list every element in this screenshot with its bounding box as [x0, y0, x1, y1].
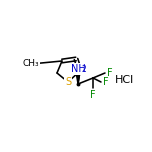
Text: 2: 2	[82, 66, 86, 74]
Text: NH: NH	[71, 64, 85, 74]
Text: CH₃: CH₃	[23, 59, 39, 69]
Text: F: F	[107, 68, 113, 78]
Text: HCl: HCl	[114, 75, 134, 85]
Text: S: S	[65, 77, 71, 87]
Text: F: F	[103, 77, 109, 87]
Text: F: F	[90, 90, 96, 100]
Polygon shape	[76, 69, 81, 84]
